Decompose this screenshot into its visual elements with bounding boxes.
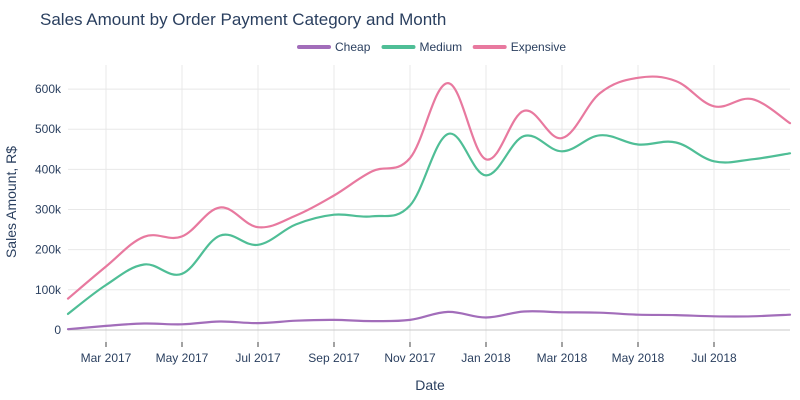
- x-tick-label: Jul 2017: [235, 351, 281, 365]
- x-tick-label: Nov 2017: [384, 351, 436, 365]
- x-tick-label: Mar 2018: [537, 351, 588, 365]
- x-tick-label: Jan 2018: [461, 351, 511, 365]
- legend-label-medium: Medium: [420, 40, 463, 54]
- y-axis-ticks: 0 100k 200k 300k 400k 500k 600k: [35, 82, 62, 337]
- y-tick-label: 0: [54, 323, 61, 337]
- y-tick-label: 100k: [35, 283, 62, 297]
- gridlines: [68, 65, 790, 342]
- series-line-expensive: [66, 75, 792, 300]
- legend-label-cheap: Cheap: [335, 40, 371, 54]
- series-line-cheap: [66, 310, 792, 331]
- x-axis-ticks: Mar 2017 May 2017 Jul 2017 Sep 2017 Nov 2017…: [81, 342, 737, 365]
- y-tick-label: 500k: [35, 122, 62, 136]
- y-tick-label: 300k: [35, 203, 62, 217]
- series-line-medium: [66, 132, 792, 315]
- x-tick-label: Sep 2017: [308, 351, 360, 365]
- series-lines: [66, 75, 792, 331]
- x-tick-label: Jul 2018: [691, 351, 737, 365]
- legend-label-expensive: Expensive: [511, 40, 567, 54]
- legend: Cheap Medium Expensive: [297, 40, 567, 54]
- y-tick-label: 200k: [35, 243, 62, 257]
- x-tick-label: Mar 2017: [81, 351, 132, 365]
- y-tick-label: 400k: [35, 162, 62, 176]
- chart-title: Sales Amount by Order Payment Category a…: [40, 10, 446, 29]
- x-tick-label: May 2017: [156, 351, 209, 365]
- x-tick-label: May 2018: [612, 351, 665, 365]
- x-axis-title: Date: [415, 377, 445, 393]
- y-tick-label: 600k: [35, 82, 62, 96]
- y-axis-title: Sales Amount, R$: [3, 146, 19, 258]
